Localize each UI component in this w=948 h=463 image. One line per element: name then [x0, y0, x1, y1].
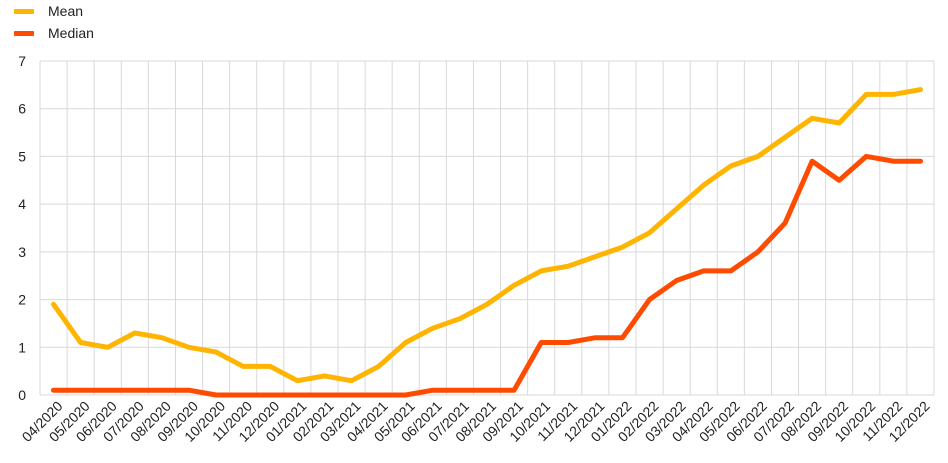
y-tick-label: 1 — [18, 339, 26, 355]
mean-series-line — [51, 87, 923, 384]
y-tick-label: 6 — [18, 101, 26, 117]
legend-swatch-median — [14, 30, 34, 36]
legend-label-median: Median — [48, 25, 94, 41]
legend-item-mean: Mean — [14, 0, 94, 22]
y-tick-label: 7 — [18, 53, 26, 69]
y-axis-ticks: 0 1 2 3 4 5 6 7 — [18, 53, 26, 403]
chart-legend: Mean Median — [14, 0, 94, 44]
legend-swatch-mean — [14, 8, 34, 14]
legend-item-median: Median — [14, 22, 94, 44]
chart-series — [51, 87, 923, 398]
legend-label-mean: Mean — [48, 3, 84, 19]
y-tick-label: 4 — [18, 196, 26, 212]
chart-grid — [39, 60, 935, 396]
y-tick-label: 5 — [18, 148, 26, 164]
y-tick-label: 3 — [18, 244, 26, 260]
y-tick-label: 2 — [18, 292, 26, 308]
y-tick-label: 0 — [18, 387, 26, 403]
median-series-line — [51, 153, 923, 398]
x-axis-ticks: 04/202005/202006/202007/202008/202009/20… — [19, 398, 933, 445]
